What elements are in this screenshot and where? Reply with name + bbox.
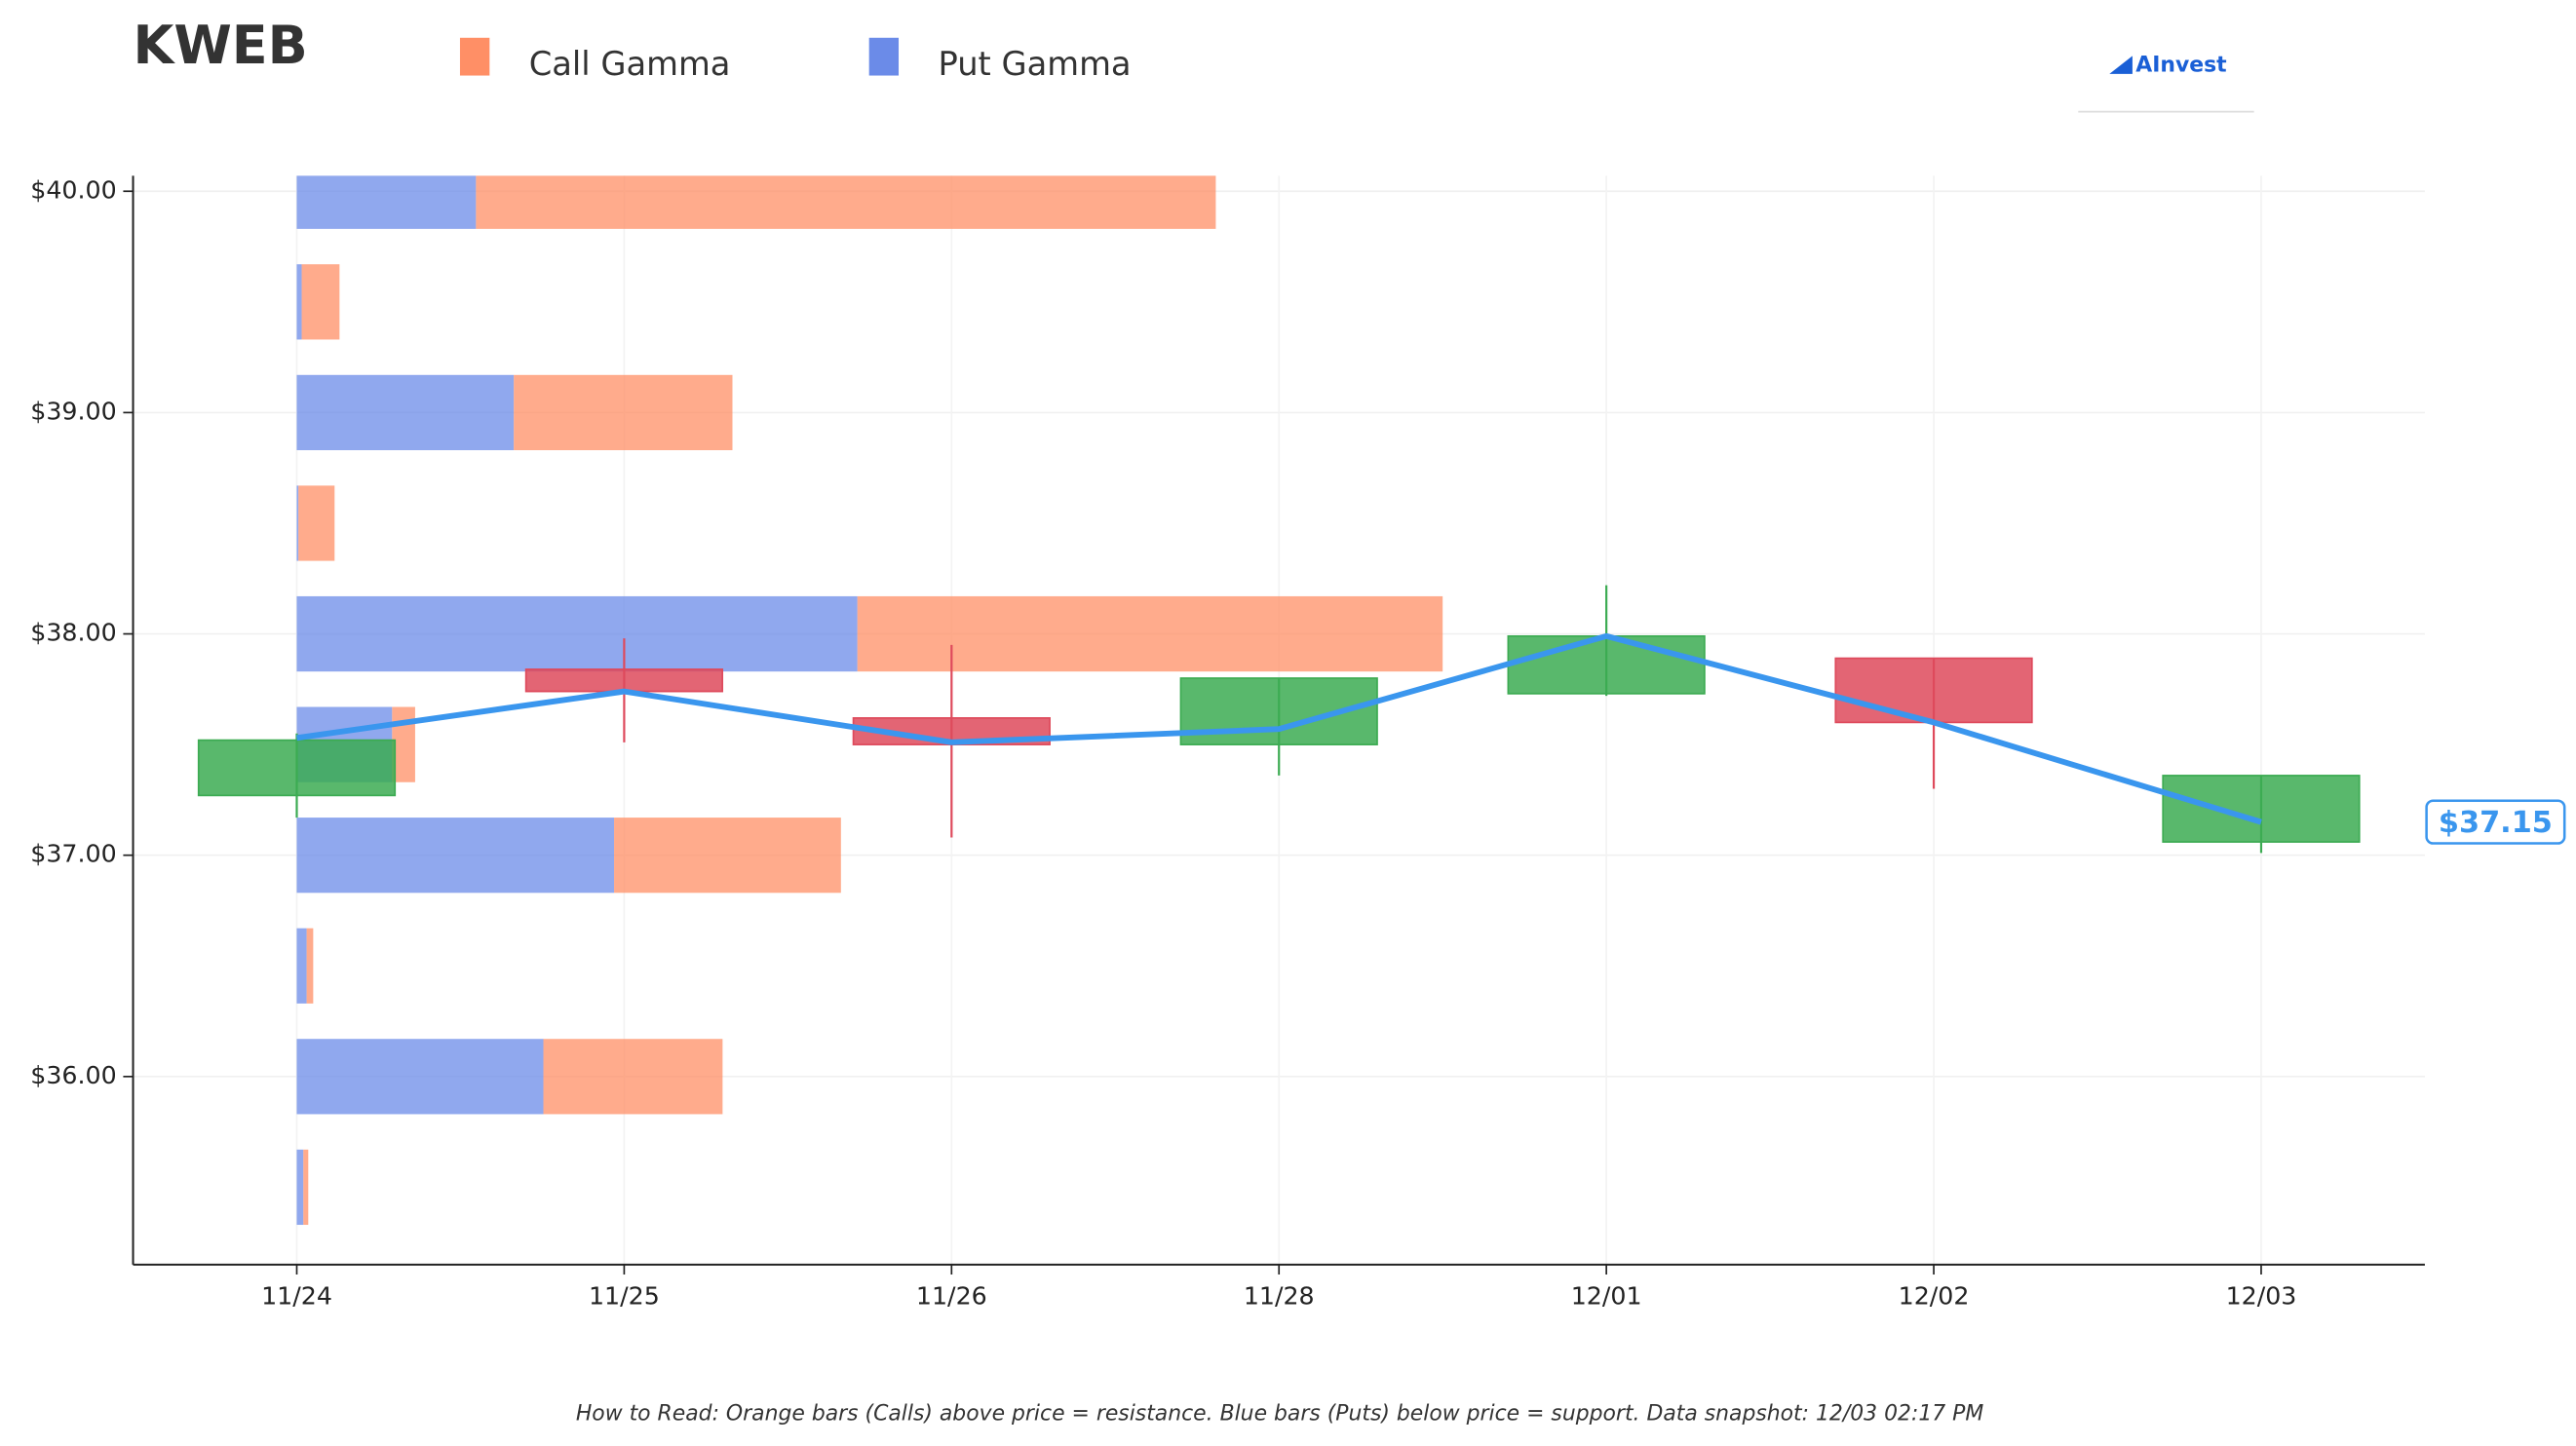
call-gamma-bar <box>301 264 340 340</box>
x-tick-label: 12/01 <box>1571 1282 1642 1311</box>
legend-swatch <box>868 37 900 76</box>
candle-body <box>524 668 724 693</box>
x-tick-label: 11/25 <box>589 1282 660 1311</box>
footnote: How to Read: Orange bars (Calls) above p… <box>576 1401 1984 1426</box>
x-tick-label: 12/02 <box>1899 1282 1970 1311</box>
put-gamma-bar <box>296 1149 304 1226</box>
call-gamma-bar <box>514 374 733 451</box>
put-gamma-bar <box>296 818 615 894</box>
chart-title: KWEB <box>134 15 308 76</box>
call-gamma-bar <box>543 1039 723 1115</box>
price-label: $37.15 <box>2439 806 2553 840</box>
put-gamma-bar <box>296 175 477 229</box>
candles <box>197 585 2361 854</box>
call-gamma-bar <box>857 595 1443 672</box>
put-gamma-bar <box>296 485 299 561</box>
y-tick-label: $39.00 <box>30 397 116 425</box>
candle-body <box>1507 634 1706 695</box>
y-tick-label: $40.00 <box>30 175 116 204</box>
x-tick-label: 12/03 <box>2226 1282 2297 1311</box>
candle-body <box>2162 775 2361 843</box>
legend-label: Put Gamma <box>938 45 1131 83</box>
call-gamma-bar <box>298 485 335 561</box>
put-gamma-bar <box>296 264 302 340</box>
x-tick-label: 11/28 <box>1244 1282 1315 1311</box>
y-tick-label: $38.00 <box>30 619 116 647</box>
overlay: $36.00 $37.00 $38.00 $39.00 $40.00 11/24 11/25… <box>30 37 2566 1311</box>
candle-body <box>197 739 397 797</box>
logo-icon <box>2109 56 2133 74</box>
candle-body <box>1834 657 2033 724</box>
y-tick-label: $36.00 <box>30 1061 116 1089</box>
call-gamma-bar <box>303 1149 309 1226</box>
price-label-box <box>2425 799 2566 845</box>
legend-label: Call Gamma <box>529 45 731 83</box>
x-tick-label: 11/24 <box>261 1282 332 1311</box>
put-gamma-bar <box>296 595 858 672</box>
put-gamma-bar <box>296 1039 544 1115</box>
call-gamma-bar <box>614 818 841 894</box>
gamma-bars <box>296 175 1443 1226</box>
call-gamma-bar <box>476 175 1216 229</box>
logo: AInvest <box>2078 53 2254 113</box>
put-gamma-bar <box>296 374 515 451</box>
put-gamma-bar <box>296 928 307 1004</box>
legend-swatch <box>459 37 490 76</box>
y-tick-label: $37.00 <box>30 840 116 868</box>
x-tick-label: 11/26 <box>916 1282 987 1311</box>
call-gamma-bar <box>306 928 314 1004</box>
logo-text: AInvest <box>2135 53 2226 77</box>
price-line <box>296 632 2262 825</box>
